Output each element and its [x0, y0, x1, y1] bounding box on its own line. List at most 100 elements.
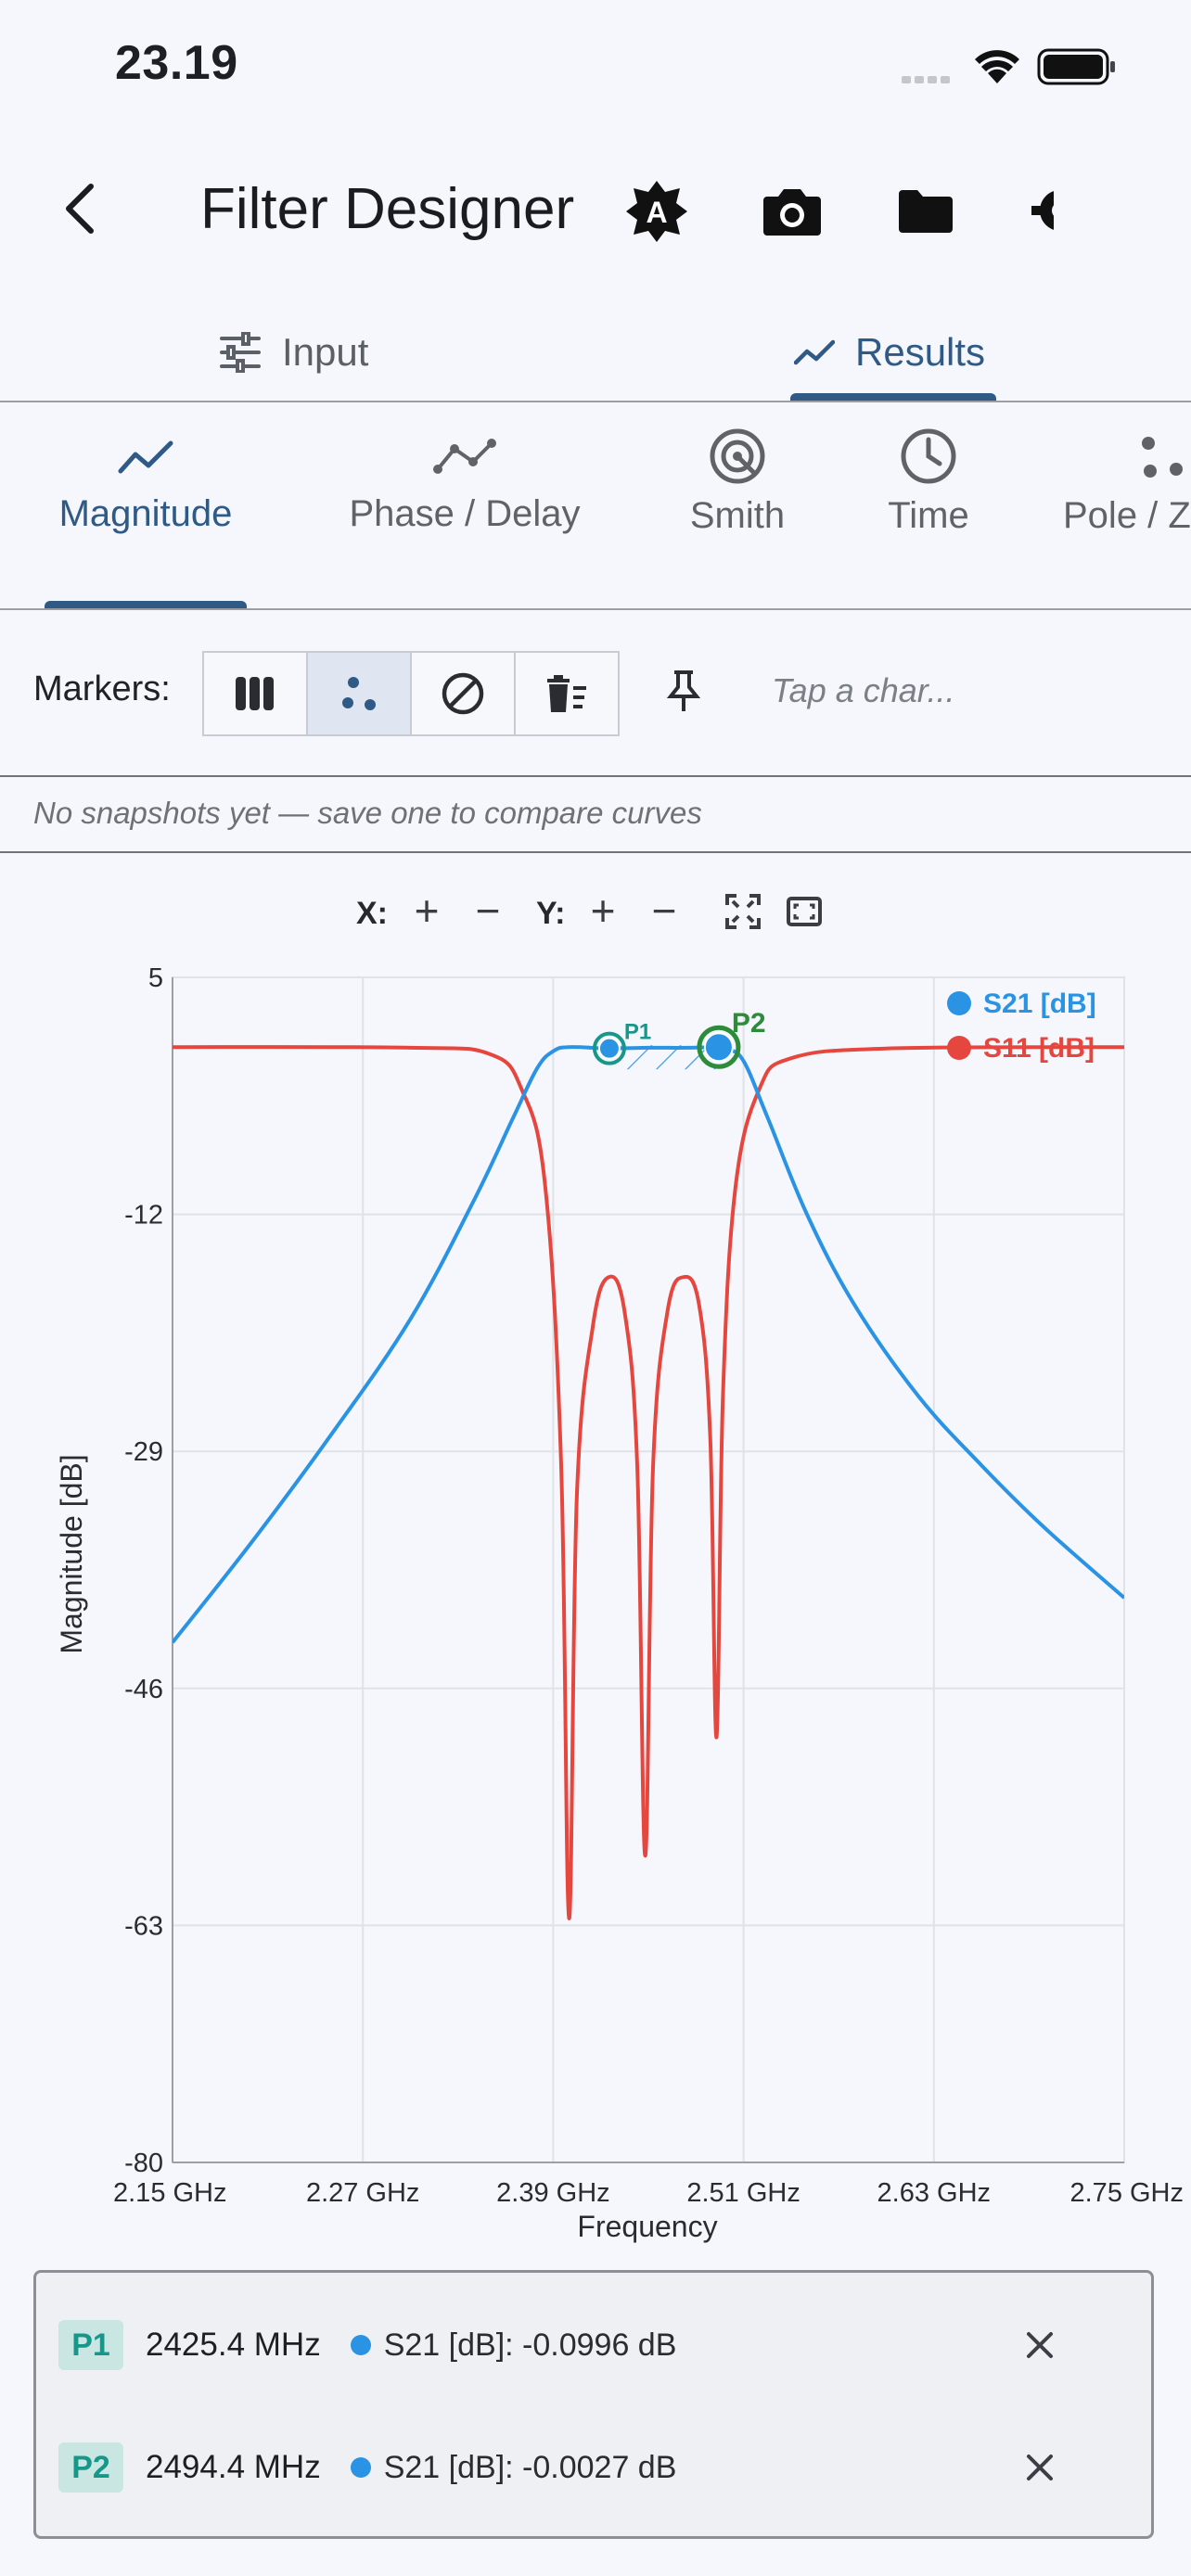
camera-icon — [763, 189, 821, 236]
marker-mode-bands-button[interactable] — [204, 653, 308, 734]
marker-p1-label: P1 — [624, 1020, 651, 1045]
gear-icon — [1031, 191, 1054, 230]
legend-label: S11 [dB] — [983, 1033, 1095, 1064]
x-tick-label: 2.75 GHz — [1070, 2178, 1185, 2208]
screenshot-button[interactable] — [757, 176, 827, 247]
marker-badge: P2 — [58, 2442, 123, 2493]
x-tick-label: 2.15 GHz — [113, 2178, 227, 2208]
subtab-pole-zero-label: Pole / Z — [1063, 495, 1191, 536]
zoom-x-label: X: — [356, 896, 388, 931]
open-folder-button[interactable] — [890, 176, 961, 247]
marker-p2-ring — [697, 1025, 741, 1069]
marker-p1-point — [597, 1037, 621, 1060]
cellular-signal-icon — [902, 72, 957, 90]
legend-dot — [947, 991, 971, 1015]
smith-icon — [710, 428, 765, 484]
zoom-x-in-button[interactable]: + — [414, 886, 440, 935]
x-tick-label: 2.27 GHz — [306, 2178, 420, 2208]
subtab-smith[interactable]: Smith — [631, 428, 844, 537]
fullscreen-icon — [725, 894, 761, 929]
tab-results-label: Results — [855, 330, 986, 374]
readout-row-p2: P2 2494.4 MHz S21 [dB]: -0.0027 dB — [36, 2430, 1151, 2505]
subtab-phase-delay[interactable]: Phase / Delay — [330, 436, 599, 535]
series-dot-icon — [350, 2457, 371, 2478]
pin-marker-button[interactable] — [653, 660, 714, 721]
chevron-left-icon — [66, 184, 94, 234]
crop-free-icon — [787, 897, 822, 926]
scatter-icon — [1142, 437, 1183, 478]
marker-readout-panel: P1 2425.4 MHz S21 [dB]: -0.0996 dB P2 24… — [33, 2270, 1154, 2539]
push-pin-icon — [666, 670, 701, 711]
subtab-magnitude[interactable]: Magnitude — [39, 436, 252, 535]
readout-row-p1: P1 2425.4 MHz S21 [dB]: -0.0996 dB — [36, 2308, 1151, 2382]
main-tab-indicator — [790, 393, 996, 402]
columns-icon — [236, 677, 274, 710]
sub-tabs-divider — [0, 608, 1191, 610]
x-tick-label: 2.51 GHz — [686, 2178, 800, 2208]
marker-mode-toggle — [202, 651, 620, 736]
subtab-pole-zero[interactable]: Pole / Z — [1063, 436, 1191, 537]
y-tick-label: -29 — [124, 1437, 163, 1467]
close-icon — [1027, 2332, 1053, 2358]
delete-sweep-icon — [547, 675, 586, 712]
marker-mode-points-button[interactable] — [308, 653, 412, 734]
sliders-icon — [220, 332, 261, 373]
marker-frequency: 2425.4 MHz — [146, 2327, 321, 2363]
y-tick-label: -12 — [124, 1201, 163, 1231]
zoom-y-label: Y: — [536, 896, 566, 931]
status-time: 23.19 — [115, 36, 238, 90]
series-line-s11 — [173, 1045, 1124, 1920]
marker-p2-point — [703, 1032, 734, 1063]
y-tick-label: -46 — [124, 1675, 163, 1704]
tab-input[interactable]: Input — [219, 306, 368, 399]
back-button[interactable] — [48, 176, 113, 241]
x-tick-label: 2.39 GHz — [496, 2178, 610, 2208]
marker-mode-off-button[interactable] — [412, 653, 516, 734]
remove-marker-p2-button[interactable] — [1012, 2440, 1068, 2495]
plot-area — [172, 976, 1125, 2163]
svg-text:A: A — [646, 196, 667, 229]
marker-value: S21 [dB]: -0.0996 dB — [383, 2327, 677, 2363]
series-dot-icon — [350, 2335, 371, 2355]
marker-value: S21 [dB]: -0.0027 dB — [383, 2449, 677, 2485]
theme-auto-button[interactable]: A — [621, 176, 692, 247]
settings-button[interactable] — [1030, 180, 1054, 241]
polyline-icon — [433, 439, 496, 474]
marker-hint: Tap a char... — [772, 671, 955, 709]
markers-label: Markers: — [33, 670, 171, 708]
wifi-icon — [972, 46, 1022, 90]
main-tabs-divider — [0, 401, 1191, 402]
y-axis-label: Magnitude [dB] — [55, 1454, 88, 1653]
snapshot-note: No snapshots yet — save one to compare c… — [33, 796, 702, 830]
marker-p2-label: P2 — [732, 1008, 766, 1039]
marker-frequency: 2494.4 MHz — [146, 2449, 321, 2485]
legend-dot — [947, 1036, 971, 1060]
markers-divider — [0, 775, 1191, 777]
x-tick-label: 2.63 GHz — [877, 2178, 992, 2208]
subtab-magnitude-label: Magnitude — [58, 493, 233, 534]
folder-icon — [899, 190, 953, 233]
magnitude-chart[interactable]: P1 P2 2.15 GHz 2.27 GHz 2.39 GHz 2.51 GHz 2.6… — [0, 946, 1191, 2263]
trending-icon — [118, 440, 173, 474]
tab-results[interactable]: Results — [794, 306, 985, 399]
zoom-x-out-button[interactable]: − — [475, 886, 501, 935]
y-tick-label: -80 — [124, 2149, 163, 2178]
marker-badge: P1 — [58, 2320, 123, 2370]
zoom-reset-button[interactable] — [777, 885, 831, 938]
marker-p1-ring — [592, 1031, 626, 1065]
scatter-icon — [342, 677, 376, 710]
subtab-time[interactable]: Time — [822, 428, 1035, 537]
trending-icon — [794, 339, 835, 365]
legend-label: S21 [dB] — [983, 988, 1096, 1019]
zoom-y-in-button[interactable]: + — [590, 886, 616, 935]
clear-markers-button[interactable] — [516, 653, 618, 734]
block-icon — [442, 672, 484, 715]
remove-marker-p1-button[interactable] — [1012, 2317, 1068, 2373]
brightness-auto-icon: A — [626, 181, 687, 242]
zoom-y-out-button[interactable]: − — [651, 886, 677, 935]
zoom-fit-button[interactable] — [716, 885, 770, 938]
app-title: Filter Designer — [200, 177, 575, 241]
clock-icon — [901, 428, 956, 484]
battery-icon — [1037, 48, 1117, 90]
subtab-time-label: Time — [888, 495, 969, 536]
